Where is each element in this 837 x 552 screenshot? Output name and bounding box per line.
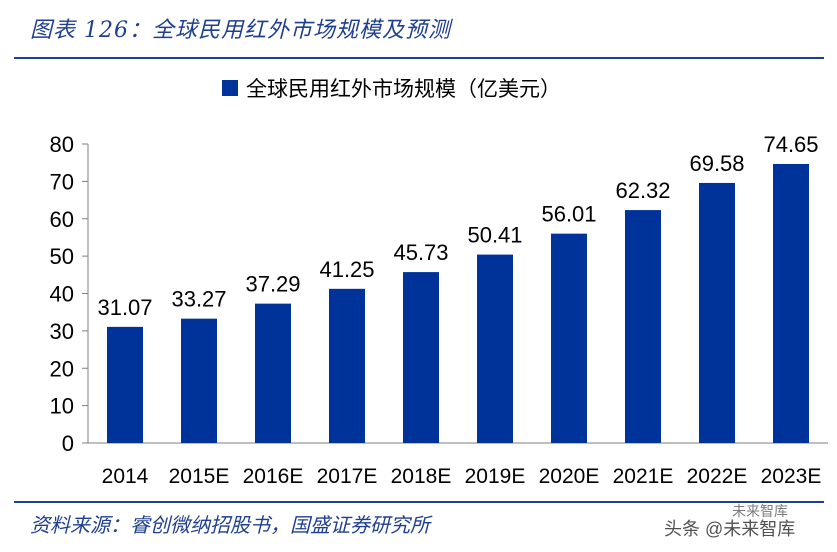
y-tick-label: 30 xyxy=(50,319,74,344)
bar xyxy=(329,288,365,443)
y-tick-label: 40 xyxy=(50,282,74,307)
bar-value-label: 33.27 xyxy=(171,287,226,312)
bar xyxy=(403,272,439,443)
bar xyxy=(181,318,217,443)
x-tick-label: 2017E xyxy=(317,465,378,488)
y-tick-label: 60 xyxy=(50,207,74,232)
bar-value-label: 37.29 xyxy=(245,272,300,297)
bar-chart: 全球民用红外市场规模（亿美元） 0 10 20 30 40 50 60 70 80 31.07 20… xyxy=(50,77,828,488)
bar xyxy=(625,210,661,443)
bar xyxy=(107,326,143,443)
bar xyxy=(551,233,587,443)
x-tick-label: 2022E xyxy=(687,465,748,488)
y-tick-label: 80 xyxy=(50,132,74,157)
chart-legend: 全球民用红外市场规模（亿美元） xyxy=(222,77,561,101)
bar xyxy=(699,182,735,443)
bar-value-label: 50.41 xyxy=(467,223,522,248)
footer-rule xyxy=(14,501,824,503)
legend-swatch xyxy=(222,80,238,96)
watermark-overlay: 未来智库 xyxy=(732,503,788,519)
header-rule xyxy=(14,57,824,59)
plot-area: 0 10 20 30 40 50 60 70 80 31.07 2014 33.27 2015E 37.2… xyxy=(50,132,828,488)
y-tick-label: 50 xyxy=(50,244,74,269)
bar-value-label: 74.65 xyxy=(763,132,818,157)
bar-value-label: 56.01 xyxy=(541,202,596,227)
x-tick-label: 2018E xyxy=(391,465,452,488)
watermark-text: 头条 @未来智库 xyxy=(664,519,796,539)
bar-value-label: 45.73 xyxy=(393,240,448,265)
y-tick-label: 70 xyxy=(50,169,74,194)
figure-source: 资料来源：睿创微纳招股书，国盛证券研究所 xyxy=(30,513,430,537)
bar-value-label: 31.07 xyxy=(97,295,152,320)
x-tick-label: 2019E xyxy=(465,465,526,488)
bar xyxy=(255,303,291,443)
x-tick-label: 2016E xyxy=(243,465,304,488)
x-tick-label: 2015E xyxy=(169,465,230,488)
bar xyxy=(477,254,513,443)
bar-value-label: 69.58 xyxy=(689,151,744,176)
y-tick-label: 20 xyxy=(50,356,74,381)
bar-value-label: 62.32 xyxy=(615,178,670,203)
legend-label: 全球民用红外市场规模（亿美元） xyxy=(246,77,561,101)
y-tick-label: 10 xyxy=(50,394,74,419)
x-tick-label: 2021E xyxy=(613,465,674,488)
x-tick-label: 2014 xyxy=(102,465,149,488)
bar-value-label: 41.25 xyxy=(319,257,374,282)
watermark: 头条 @未来智库 未来智库 xyxy=(664,503,796,541)
x-tick-label: 2020E xyxy=(539,465,600,488)
figure-title: 图表 126：全球民用红外市场规模及预测 xyxy=(30,18,451,43)
y-tick-label: 0 xyxy=(62,431,74,456)
x-tick-label: 2023E xyxy=(761,465,822,488)
bar xyxy=(773,163,809,443)
